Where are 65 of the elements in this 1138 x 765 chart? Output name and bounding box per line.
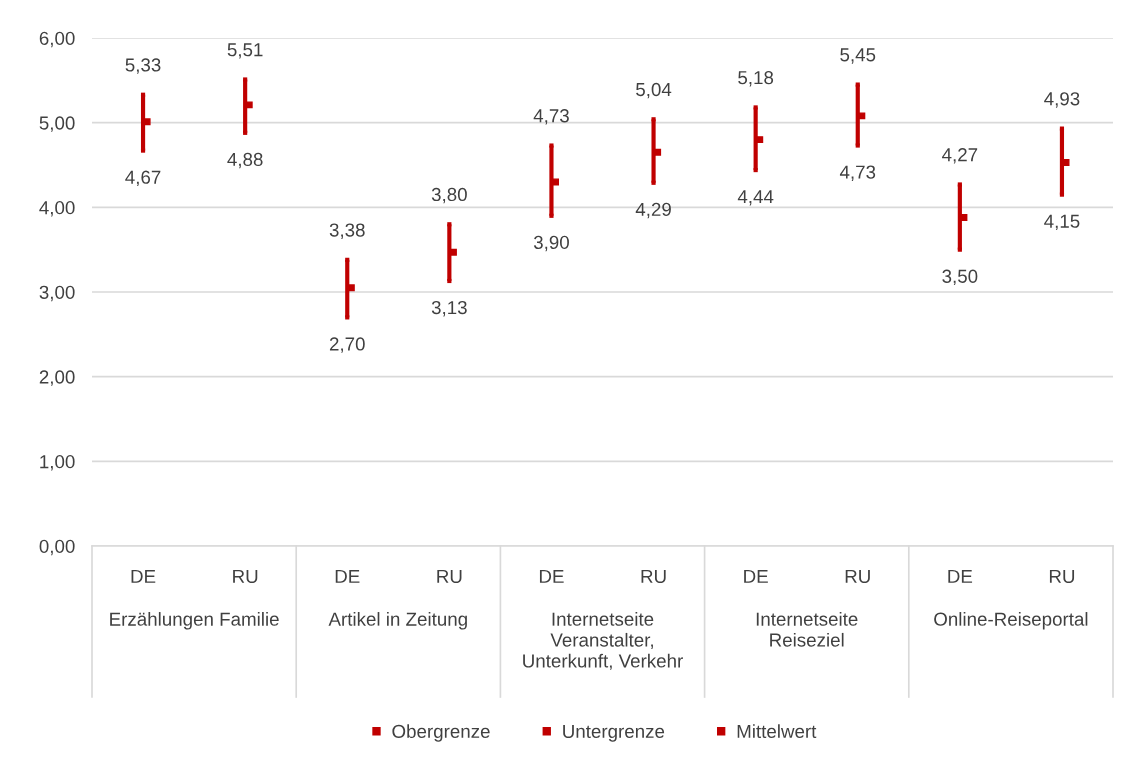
data-label: 4,73 [533,109,569,125]
data-label: 4,73 [839,165,876,181]
data-label: 4,44 [737,190,774,206]
x-tick-label: RU [641,569,666,584]
x-tick-label: RU [845,569,870,584]
legend-label: Obergrenze [392,724,490,742]
point [855,143,860,148]
point [957,247,962,252]
x-tick-label: DE [539,569,564,583]
point [447,222,452,227]
x-tick-label: RU [233,569,258,584]
y-tick-label: 1,00 [40,455,75,471]
data-label: 4,27 [942,148,978,164]
point [753,168,758,173]
data-label: 3,90 [533,235,569,252]
data-label: 5,04 [636,82,672,99]
y-tick-label: 2,00 [39,370,75,386]
point [447,278,452,284]
point [243,77,248,82]
x-tick-label: RU [1049,569,1075,584]
point [345,315,350,320]
data-label: 3,13 [431,300,467,317]
x-tick-label: RU [437,569,462,584]
data-label: 4,67 [125,170,161,187]
text: Erzählungen Familie [110,612,279,630]
point [651,117,656,122]
data-label: 4,93 [1044,92,1080,108]
legend-label: Untergrenze [563,724,665,742]
data-label: 5,33 [125,58,161,74]
point [345,257,350,262]
data-label: 4,88 [227,152,263,169]
data-label: 4,29 [635,202,671,219]
data-label: 2,70 [329,337,365,353]
point [243,130,248,135]
point [1059,126,1065,131]
point [140,92,146,97]
y-tick-label: 3,00 [39,285,75,302]
data-label: 3,38 [329,223,365,239]
data-label: 5,18 [738,71,774,87]
y-tick-label: 5,00 [39,116,75,132]
data-label: 3,80 [431,187,467,204]
y-tick-label: 0,00 [39,539,75,556]
text: Internetseite Reiseziel [756,612,858,647]
point [651,180,656,185]
point [549,143,554,148]
data-label: 3,50 [942,269,978,286]
x-tick-label: DE [335,569,360,583]
data-label: 5,51 [227,43,263,59]
point [1059,192,1065,197]
x-tick-label: DE [131,569,156,583]
point [549,213,554,218]
y-tick-label: 4,00 [39,201,75,217]
text: Artikel in Zeitung [328,612,467,630]
point [753,105,758,110]
text: Online-Reiseportal [934,612,1088,630]
point [957,182,962,187]
text: Internetseite Veranstalter, Unterkunft, Verkehr [523,612,683,670]
data-label: 4,15 [1044,214,1080,231]
y-tick-label: 6,00 [39,31,75,48]
x-tick-label: DE [744,569,768,583]
point [855,82,860,87]
data-label: 5,45 [840,48,876,64]
legend-label: Mittelwert [737,724,817,739]
point [140,148,146,153]
x-tick-label: DE [948,569,973,583]
